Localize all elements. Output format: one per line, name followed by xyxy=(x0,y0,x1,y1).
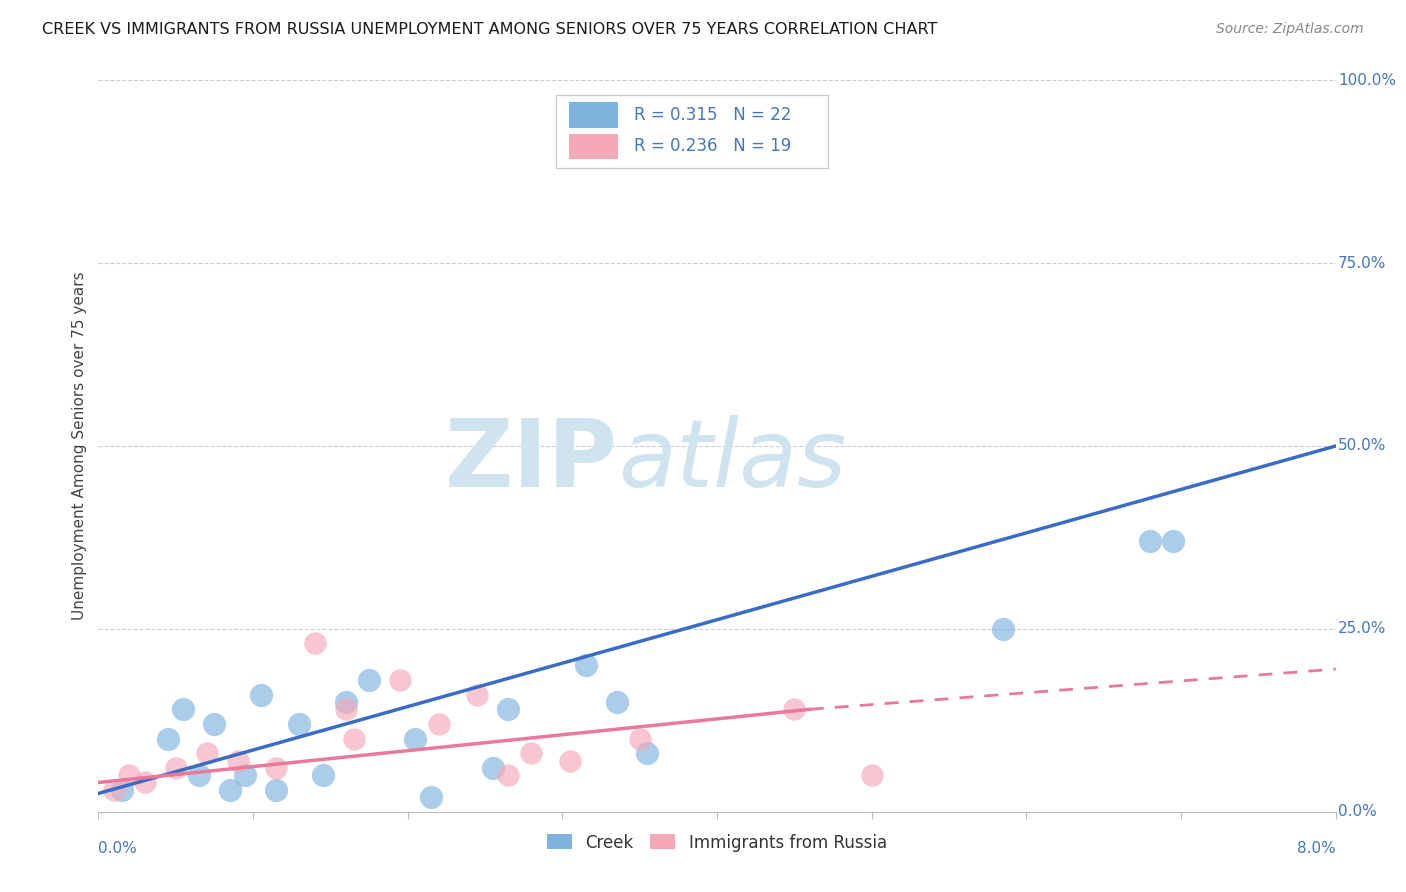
Point xyxy=(560,754,582,768)
Text: 50.0%: 50.0% xyxy=(1339,439,1386,453)
Point xyxy=(357,673,380,687)
Point xyxy=(783,702,806,716)
Bar xyxy=(568,103,619,128)
Point xyxy=(264,761,288,775)
Text: CREEK VS IMMIGRANTS FROM RUSSIA UNEMPLOYMENT AMONG SENIORS OVER 75 YEARS CORRELA: CREEK VS IMMIGRANTS FROM RUSSIA UNEMPLOY… xyxy=(42,22,938,37)
Text: R = 0.315   N = 22: R = 0.315 N = 22 xyxy=(634,105,792,124)
Text: Source: ZipAtlas.com: Source: ZipAtlas.com xyxy=(1216,22,1364,37)
Point xyxy=(388,673,412,687)
Point xyxy=(467,688,489,702)
Point xyxy=(233,768,257,782)
Point xyxy=(195,746,218,760)
Point xyxy=(335,695,357,709)
Point xyxy=(520,746,543,760)
Point xyxy=(498,702,520,716)
Point xyxy=(498,768,520,782)
Text: 75.0%: 75.0% xyxy=(1339,256,1386,270)
Point xyxy=(628,731,651,746)
Bar xyxy=(557,95,828,168)
Text: 100.0%: 100.0% xyxy=(1339,73,1396,87)
Point xyxy=(335,702,357,716)
Text: 0.0%: 0.0% xyxy=(98,841,138,856)
Text: 8.0%: 8.0% xyxy=(1296,841,1336,856)
Point xyxy=(1161,534,1184,549)
Text: ZIP: ZIP xyxy=(446,415,619,507)
Point xyxy=(226,754,249,768)
Point xyxy=(636,746,658,760)
Legend: Creek, Immigrants from Russia: Creek, Immigrants from Russia xyxy=(540,827,894,858)
Point xyxy=(165,761,187,775)
Point xyxy=(605,695,627,709)
Point xyxy=(188,768,211,782)
Point xyxy=(405,731,427,746)
Point xyxy=(134,775,156,789)
Point xyxy=(103,782,125,797)
Point xyxy=(481,761,505,775)
Point xyxy=(118,768,141,782)
Point xyxy=(264,782,288,797)
Bar xyxy=(568,134,619,160)
Point xyxy=(250,688,273,702)
Point xyxy=(304,636,326,650)
Point xyxy=(312,768,335,782)
Point xyxy=(157,731,180,746)
Point xyxy=(427,717,450,731)
Point xyxy=(288,717,311,731)
Point xyxy=(219,782,242,797)
Point xyxy=(860,768,883,782)
Point xyxy=(343,731,366,746)
Point xyxy=(111,782,132,797)
Text: 0.0%: 0.0% xyxy=(1339,805,1376,819)
Point xyxy=(993,622,1015,636)
Point xyxy=(1139,534,1161,549)
Text: R = 0.236   N = 19: R = 0.236 N = 19 xyxy=(634,137,792,155)
Point xyxy=(204,717,226,731)
Point xyxy=(420,790,443,805)
Point xyxy=(172,702,194,716)
Text: atlas: atlas xyxy=(619,415,846,506)
Point xyxy=(574,658,596,673)
Text: 25.0%: 25.0% xyxy=(1339,622,1386,636)
Y-axis label: Unemployment Among Seniors over 75 years: Unemployment Among Seniors over 75 years xyxy=(72,272,87,620)
